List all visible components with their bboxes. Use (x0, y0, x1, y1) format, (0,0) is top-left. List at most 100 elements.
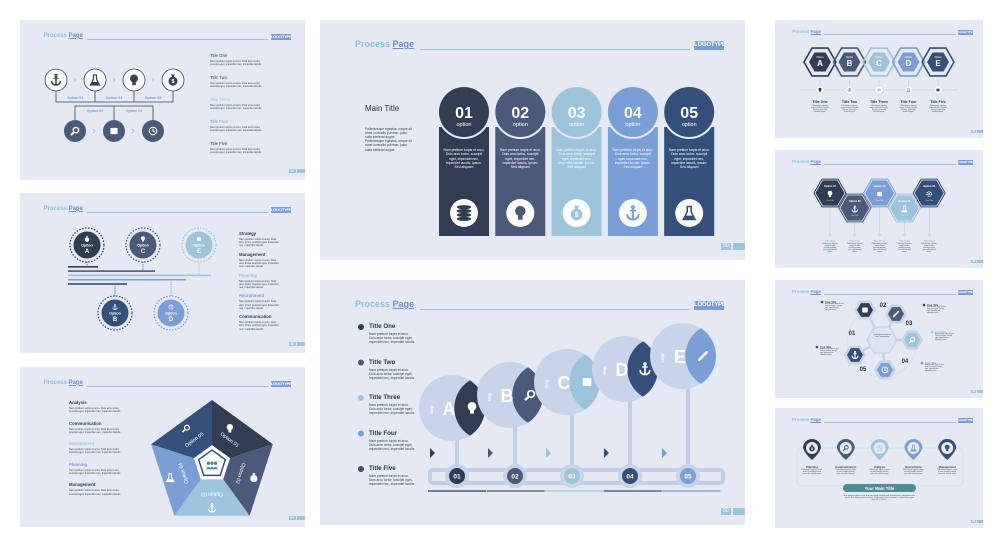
header-bold-text: Page (810, 417, 821, 423)
flask-icon (165, 473, 175, 483)
option-label: Option 03 (874, 184, 887, 188)
label-dot (930, 330, 934, 334)
step-title: Title Three (369, 394, 401, 401)
center-hex (866, 326, 898, 354)
option-word: Option (137, 244, 149, 248)
page-number: 50 (288, 168, 296, 174)
hex-fill (809, 52, 831, 72)
slide-graphics: $ Option 01 Option 02 Option 03 Option 04 Opt… (44, 68, 185, 142)
pencil-icon (697, 350, 709, 362)
option-label: Option 02 (849, 199, 862, 203)
hex-outline (921, 47, 955, 77)
database-icon (582, 378, 592, 386)
pentagon-text: Nam pretium turpis et arcu. Duis arcu to… (69, 448, 121, 455)
pentagon-title: Planning (69, 461, 88, 467)
header-divider (420, 49, 690, 50)
slide-graphics: 01 02 03 04 05 (815, 300, 934, 380)
option-label: Option 01 (824, 184, 837, 188)
hex-title: Title Two (850, 239, 861, 243)
step-number: 04 (626, 474, 634, 481)
pin-title: Recruitment (905, 465, 921, 469)
slide-pentagon: Option 01 Option 02 $ Option 03 Option 04 Opt… (20, 367, 305, 527)
top-node (83, 68, 107, 92)
svg-text:$: $ (253, 476, 256, 481)
step-letter: D (616, 360, 629, 380)
network-text: Nam pretium turpis et arcu. Duis arcu to… (210, 82, 262, 89)
header-light-text: Process (792, 29, 810, 35)
header-bold-text: Page (810, 289, 821, 295)
hex-text: Pellentesque egestas, neque sit amet con… (869, 105, 888, 114)
flask-icon (682, 205, 697, 221)
header-light-text: Process (43, 205, 67, 212)
step-crescent (454, 375, 485, 441)
bottom-node (64, 120, 86, 142)
step-number: 02 (511, 474, 519, 481)
slide-header-title: Process Page (355, 39, 414, 49)
option-label: Option 02 (87, 109, 104, 113)
slide-header-title: Process Page (792, 29, 821, 34)
main-title: Your Main Title (865, 486, 895, 491)
option-label: option (625, 122, 640, 128)
cycle-number: 02 (880, 303, 887, 309)
arrow-icon (662, 448, 667, 458)
label-dot (820, 300, 824, 304)
arrow-icon (430, 448, 435, 458)
lightbulb-icon (226, 423, 234, 433)
option-letter: A (817, 59, 823, 68)
pentagon-text: Nam pretium turpis et arcu. Duis arcu to… (69, 489, 121, 496)
hex-fill (868, 52, 890, 72)
pin-text: Pellentesque egestas, neque sit amet con… (903, 470, 924, 475)
step-number: 01 (453, 474, 461, 481)
page-bar (296, 515, 305, 521)
timeline-bar (68, 270, 155, 272)
hex-title: Title One (825, 239, 836, 243)
page-bar (977, 389, 983, 394)
database-icon (877, 88, 881, 92)
cycle-text: Nam pretium turpis et arcu. Duis arcu to… (935, 334, 955, 341)
page-number: 50 (288, 515, 296, 521)
slide-graphics: Option 01 Your Title Title One Option 02 You… (813, 178, 946, 243)
hex-title: Title Four (899, 239, 910, 243)
header-divider (87, 386, 269, 388)
timeline-title: Planning (239, 272, 258, 278)
database-icon (197, 237, 201, 241)
option-word: Option (905, 56, 913, 59)
anchor-icon (626, 205, 640, 221)
page-number: 50 (971, 389, 977, 394)
header-light-text: Process (43, 379, 67, 386)
cycle-label: Your Title (927, 303, 939, 307)
step-crescent (627, 336, 658, 402)
step-number: 03 (568, 474, 576, 481)
slide-graphics: $ Planning Communication Analysis Recruitmen… (796, 438, 964, 492)
timeline-text: Nam pretium turpis et arcu. Duis arcu to… (239, 258, 279, 269)
hex-text: Pellentesque egestas, neque sit amet con… (846, 244, 863, 253)
timeline-text: Nam pretium turpis et arcu. Duis arcu to… (239, 300, 279, 310)
timeline-text: Nam pretium turpis et arcu. Duis arcu to… (239, 279, 279, 290)
bullet-dot (358, 395, 364, 401)
logotype: LOGOTYPE (694, 301, 726, 310)
step-title: Title Two (369, 358, 396, 366)
hex-sub-label: Your Title (876, 199, 883, 202)
page-bar (977, 259, 983, 264)
bullet-dot (358, 466, 364, 472)
header-divider (87, 39, 269, 41)
center-text: Lorem ipsum dolor sit amet, consectetur (873, 334, 891, 339)
step-letter: A (443, 399, 456, 419)
option-number: 05 (680, 105, 698, 122)
option-letter: B (113, 317, 118, 323)
header-light-text: Process (43, 32, 67, 39)
header-bold-text: Page (392, 39, 415, 49)
step-number-badge (680, 468, 696, 484)
logotype: LOGOTYPE (958, 30, 973, 35)
hex-outline (832, 47, 867, 77)
network-text: Nam pretium turpis et arcu. Duis arcu to… (210, 126, 262, 133)
step-letter: C (558, 373, 571, 393)
flask-icon (901, 205, 908, 213)
hex-title: Title Two (842, 100, 858, 104)
hex-text: Pellentesque egestas, neque sit amet con… (928, 105, 947, 114)
